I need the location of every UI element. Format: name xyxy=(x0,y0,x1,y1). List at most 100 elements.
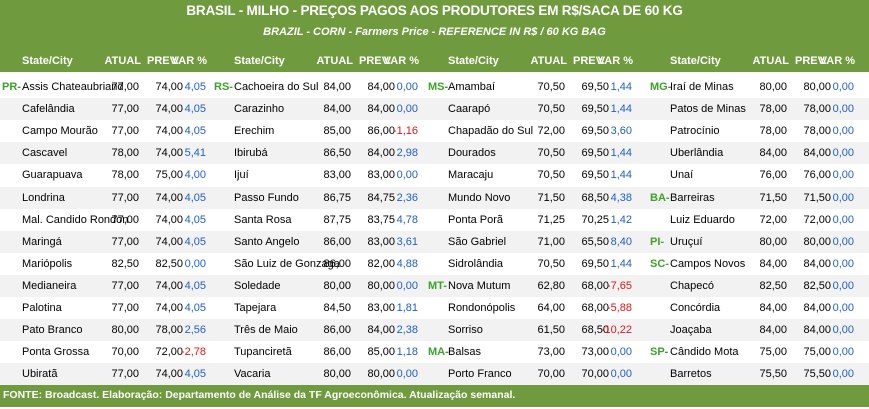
price-previous: 84,00 xyxy=(367,324,395,337)
price-previous: 69,50 xyxy=(581,125,609,138)
price-previous: 72,00 xyxy=(155,346,183,359)
price-variation: 0,00 xyxy=(832,324,854,337)
city-name: Barretos xyxy=(670,368,712,381)
price-variation: 5,41 xyxy=(184,147,206,160)
price-previous: 83,00 xyxy=(367,302,395,314)
price-variation: 4,05 xyxy=(184,302,206,314)
price-variation: 0,00 xyxy=(832,191,854,204)
price-variation: 0,00 xyxy=(610,368,632,381)
price-current: 77,00 xyxy=(111,103,139,116)
price-current: 82,50 xyxy=(111,257,139,270)
price-variation: 0,00 xyxy=(832,213,854,226)
price-current: 77,00 xyxy=(111,81,139,93)
price-previous: 69,50 xyxy=(581,147,609,160)
price-variation: 4,05 xyxy=(184,125,206,138)
city-name: Passo Fundo xyxy=(234,191,299,204)
state-label: MT- xyxy=(428,279,447,292)
price-current: 80,00 xyxy=(323,279,351,292)
price-previous: 80,00 xyxy=(367,368,395,381)
city-name: Guarapuava xyxy=(22,169,83,182)
price-current: 77,00 xyxy=(111,279,139,292)
price-current: 87,75 xyxy=(323,213,351,226)
price-current: 71,25 xyxy=(537,213,565,226)
price-current: 72,00 xyxy=(537,125,565,138)
price-current: 77,00 xyxy=(111,213,139,226)
price-previous: 78,00 xyxy=(803,103,831,116)
city-name: Ponta Grossa xyxy=(22,346,90,359)
price-variation: 4,38 xyxy=(610,191,632,204)
price-variation: 0,00 xyxy=(832,257,854,270)
price-previous: 80,00 xyxy=(367,279,395,292)
price-previous: 75,00 xyxy=(155,169,183,182)
price-current: 71,50 xyxy=(537,191,565,204)
price-current: 64,00 xyxy=(537,302,565,314)
price-variation: 0,00 xyxy=(396,81,418,93)
price-previous: 74,00 xyxy=(155,235,183,248)
price-variation: 1,44 xyxy=(610,147,632,160)
price-variation: 0,00 xyxy=(832,279,854,292)
price-previous: 74,00 xyxy=(155,368,183,381)
price-previous: 85,00 xyxy=(367,346,395,359)
city-name: Ubiratã xyxy=(22,368,58,381)
table-row: Maringá 77,00 74,00 4,05 Santo Angelo 86,00 83… xyxy=(0,230,869,253)
city-name: Palotina xyxy=(22,302,62,314)
price-current: 78,00 xyxy=(111,147,139,160)
price-variation: 0,00 xyxy=(610,346,632,359)
table-row: Pato Branco 80,00 78,00 2,56 Três de Maio 86,… xyxy=(0,319,869,342)
price-current: 62,80 xyxy=(537,279,565,292)
price-current: 78,00 xyxy=(111,169,139,182)
price-variation: 2,36 xyxy=(396,191,418,204)
city-name: Santo Angelo xyxy=(234,235,300,248)
state-label: MS- xyxy=(428,81,449,93)
price-current: 70,00 xyxy=(111,346,139,359)
table-row: Ponta Grossa 70,00 72,00 -2,78 Tupanciretã 86… xyxy=(0,341,869,364)
price-current: 86,00 xyxy=(323,257,351,270)
city-name: Santa Rosa xyxy=(234,213,292,226)
price-variation: 4,05 xyxy=(184,103,206,116)
city-name: Unaí xyxy=(670,169,694,182)
header-atual: ATUAL xyxy=(530,55,567,67)
price-variation: 4,05 xyxy=(184,213,206,226)
price-current: 83,00 xyxy=(323,169,351,182)
header-prev: PREV. xyxy=(358,55,391,67)
city-name: Chapecó xyxy=(670,279,715,292)
city-name: Nova Mutum xyxy=(448,279,511,292)
price-variation: 0,00 xyxy=(396,368,418,381)
price-variation: 8,40 xyxy=(610,235,632,248)
city-name: Cascavel xyxy=(22,147,68,160)
price-previous: 84,00 xyxy=(803,257,831,270)
price-previous: 74,00 xyxy=(155,191,183,204)
city-name: Sorriso xyxy=(448,324,483,337)
price-variation: 0,00 xyxy=(832,302,854,314)
price-previous: 69,50 xyxy=(581,103,609,116)
city-name: Iraí de Minas xyxy=(670,81,734,93)
column-header-row: State/City ATUAL PREV. VAR % State/City ATUAL… xyxy=(0,50,869,72)
price-previous: 83,75 xyxy=(367,213,395,226)
price-previous: 84,00 xyxy=(367,81,395,93)
table-row: Guarapuava 78,00 75,00 4,00 Ijuí 83,00 83,00 0,… xyxy=(0,164,869,187)
city-name: Rondonópolis xyxy=(448,302,516,314)
table-row: Cafelândia 77,00 74,00 4,05 Carazinho 84,00 84… xyxy=(0,98,869,121)
price-variation: 1,81 xyxy=(396,302,418,314)
table-row: Cascavel 78,00 74,00 5,41 Ibirubá 86,50 84,00 2… xyxy=(0,142,869,165)
price-variation: 4,88 xyxy=(396,257,418,270)
city-name: Dourados xyxy=(448,147,496,160)
header-state-city: State/City xyxy=(22,55,73,67)
city-name: Campo Mourão xyxy=(22,125,98,138)
price-current: 75,50 xyxy=(759,368,787,381)
price-current: 70,50 xyxy=(537,103,565,116)
price-previous: 86,00 xyxy=(367,125,395,138)
header-var: VAR % xyxy=(383,55,419,67)
price-current: 70,50 xyxy=(537,169,565,182)
price-previous: 74,00 xyxy=(155,103,183,116)
price-current: 72,00 xyxy=(759,213,787,226)
price-variation: -5,88 xyxy=(606,302,632,314)
city-name: Balsas xyxy=(448,346,482,359)
header-var: VAR % xyxy=(819,55,855,67)
table-row: Campo Mourão 77,00 74,00 4,05 Erechim 85,00 86… xyxy=(0,120,869,143)
header-prev: PREV. xyxy=(572,55,605,67)
price-current: 80,00 xyxy=(323,368,351,381)
price-variation: 0,00 xyxy=(832,103,854,116)
price-previous: 84,00 xyxy=(367,103,395,116)
price-variation: 1,44 xyxy=(610,257,632,270)
